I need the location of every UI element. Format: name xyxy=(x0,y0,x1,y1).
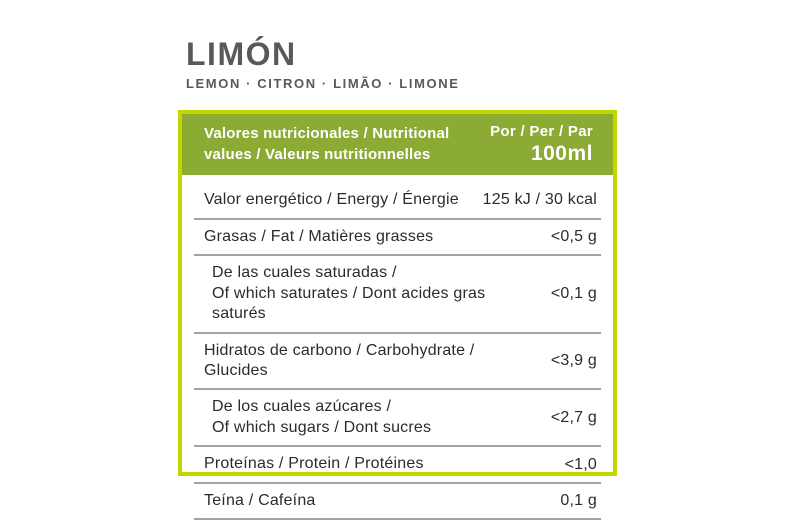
table-row-fat: Grasas / Fat / Matières grasses <0,5 g xyxy=(194,220,601,257)
nutrition-table-body: Valor energético / Energy / Énergie 125 … xyxy=(182,175,613,528)
row-label: Grasas / Fat / Matières grasses xyxy=(204,227,434,245)
table-row-sugars: De los cuales azúcares / Of which sugars… xyxy=(194,390,601,448)
row-label: Proteínas / Protein / Protéines xyxy=(204,455,424,473)
per-label: Por / Per / Par xyxy=(490,123,593,140)
product-subtitle: LEMON · CITRON · LIMÃO · LIMONE xyxy=(186,76,460,91)
table-row-caffeine: Teína / Cafeína 0,1 g xyxy=(194,484,601,521)
nutrition-table-header: Valores nutricionales / Nutritional valu… xyxy=(182,114,613,176)
row-value: <0,1 g xyxy=(550,284,597,302)
product-title: LIMÓN xyxy=(186,36,297,72)
heading-line-1: Valores nutricionales / Nutritional xyxy=(204,125,450,143)
table-row-saturates: De las cuales saturadas / Of which satur… xyxy=(194,256,601,334)
row-value: <3,9 g xyxy=(550,352,597,369)
row-label: De las cuales saturadas / Of which satur… xyxy=(212,263,539,324)
row-label: Teína / Cafeína xyxy=(204,491,316,509)
row-value: <2,7 g xyxy=(550,408,597,426)
table-row-protein: Proteínas / Protein / Protéines <1,0 xyxy=(194,447,601,484)
per-serving-heading: Por / Per / Par 100ml xyxy=(490,123,593,166)
row-label-line-1: De las cuales saturadas / xyxy=(212,264,397,282)
table-row-energy: Valor energético / Energy / Énergie 125 … xyxy=(194,177,601,220)
row-label: Hidratos de carbono / Carbohydrate / Glu… xyxy=(204,341,475,379)
nutrition-table: Valores nutricionales / Nutritional valu… xyxy=(178,110,617,521)
row-label-line-2: Of which saturates / Dont acides gras sa… xyxy=(212,284,486,323)
row-label: Valor energético / Energy / Énergie xyxy=(204,191,459,209)
row-value: 125 kJ / 30 kcal xyxy=(482,191,597,209)
per-amount: 100ml xyxy=(530,142,593,165)
nutrition-values-heading: Valores nutricionales / Nutritional valu… xyxy=(204,124,449,165)
row-label: De los cuales azúcares / Of which sugars… xyxy=(212,397,431,438)
row-value: <0,5 g xyxy=(550,227,597,245)
row-label-line-1: De los cuales azúcares / xyxy=(212,398,392,416)
row-label-line-2: Of which sugars / Dont sucres xyxy=(212,418,432,436)
heading-line-2: values / Valeurs nutritionnelles xyxy=(204,145,431,163)
row-value: 0,1 g xyxy=(560,492,597,510)
row-value: <1,0 xyxy=(564,455,597,473)
table-row-carbohydrate: Hidratos de carbono / Carbohydrate / Glu… xyxy=(194,334,601,391)
product-title-block: LIMÓN LEMON · CITRON · LIMÃO · LIMONE xyxy=(186,38,459,91)
